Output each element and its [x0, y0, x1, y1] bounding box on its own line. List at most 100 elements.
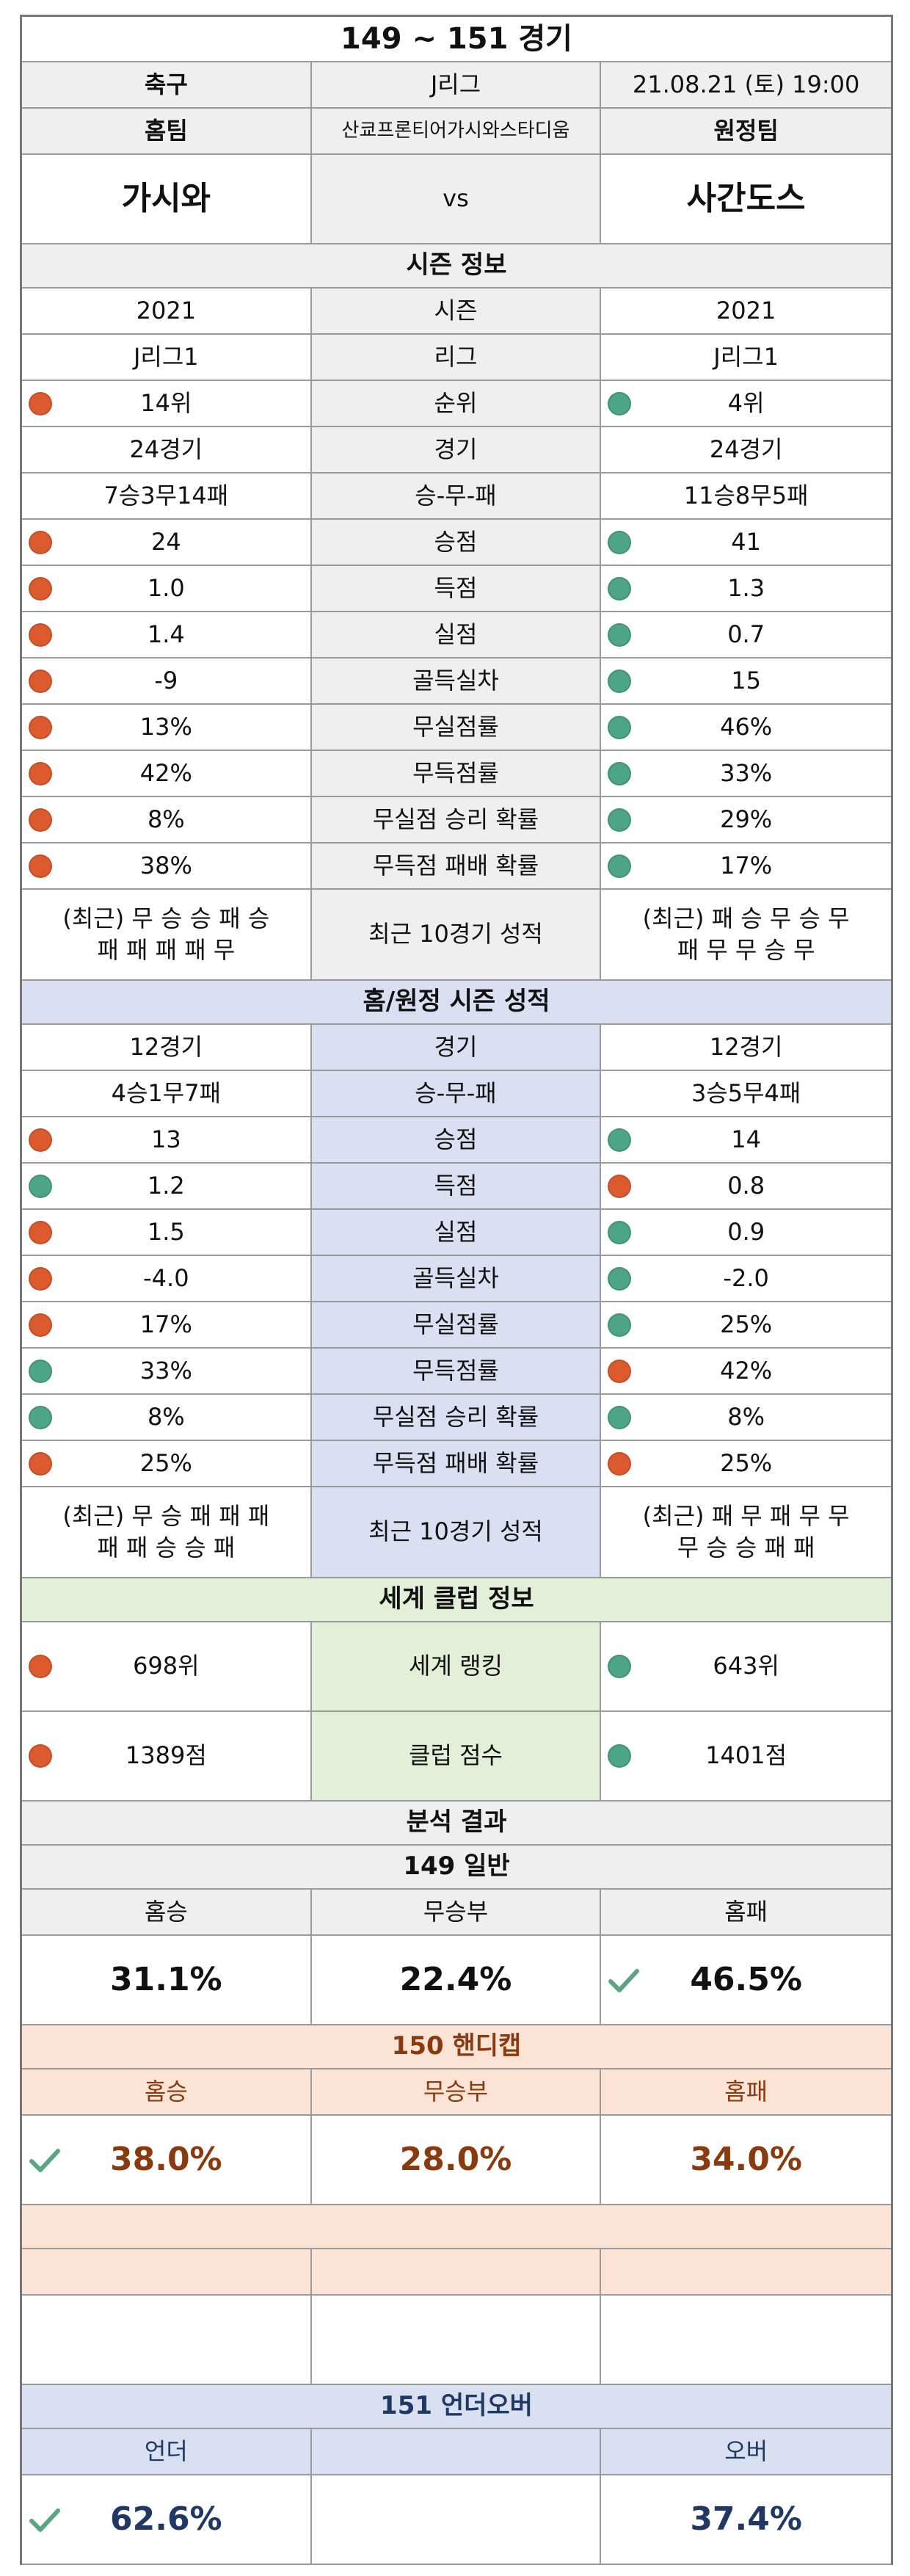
stat-label: 골득실차 [311, 1256, 602, 1301]
away-stat-value: 33% [601, 751, 891, 796]
green-status-dot-icon [608, 623, 632, 647]
stat-label: 승점 [311, 1117, 602, 1162]
red-status-dot-icon [608, 1451, 632, 1476]
home-stat-value: J리그1 [22, 335, 312, 380]
green-status-dot-icon [608, 1655, 632, 1678]
world-header-row: 세계 클럽 정보 [22, 1578, 891, 1622]
outcome-label: 무승부 [312, 2069, 602, 2114]
home-stat-value: 1.2 [22, 1164, 312, 1208]
handicap-label-row: 홈승 무승부 홈패 [22, 2069, 891, 2116]
home-stat-value: 13% [22, 705, 312, 750]
stat-row: 13 승점 14 [22, 1117, 891, 1164]
recent-form-label: 최근 10경기 성적 [311, 1487, 602, 1577]
green-status-dot-icon [608, 1266, 632, 1291]
home-stat-value: -4.0 [22, 1256, 312, 1301]
checkmark-icon [608, 1969, 640, 1992]
green-status-dot-icon [608, 854, 632, 878]
outcome-probability [312, 2475, 602, 2564]
stat-row: 1.5 실점 0.9 [22, 1210, 891, 1256]
season-header: 시즌 정보 [406, 250, 507, 280]
stat-row: 698위 세계 랭킹 643위 [22, 1622, 891, 1712]
general-value-row: 31.1% 22.4% 46.5% [22, 1936, 891, 2025]
home-stat-value: 8% [22, 1395, 312, 1440]
red-status-dot-icon [29, 1220, 52, 1244]
stat-row: 7승3무14패 승-무-패 11승8무5패 [22, 474, 891, 520]
red-status-dot-icon [29, 854, 52, 878]
away-stat-value: 0.8 [601, 1164, 891, 1208]
stat-label: 무실점률 [311, 1302, 602, 1347]
outcome-label: 무승부 [312, 1890, 602, 1934]
away-stat-value: 41 [601, 520, 891, 565]
stat-label: 실점 [311, 1210, 602, 1255]
green-status-dot-icon [608, 669, 632, 693]
stat-row: 38% 무득점 패배 확률 17% [22, 843, 891, 890]
away-stat-value: 4위 [601, 381, 891, 426]
underover-label-row: 언더 오버 [22, 2429, 891, 2475]
match-info-row: 축구 J리그 21.08.21 (토) 19:00 [22, 62, 891, 109]
homeaway-header: 홈/원정 시즌 성적 [363, 987, 550, 1017]
away-stat-value: 17% [601, 843, 891, 888]
stat-row: 33% 무득점률 42% [22, 1349, 891, 1395]
home-stat-value: 2021 [22, 289, 312, 333]
general-header: 149 일반 [403, 1851, 510, 1882]
stat-row: 25% 무득점 패배 확률 25% [22, 1441, 891, 1487]
stat-row: 24경기 경기 24경기 [22, 427, 891, 474]
away-stat-value: 46% [601, 705, 891, 750]
stat-label: 실점 [311, 612, 602, 657]
red-status-dot-icon [29, 1655, 52, 1678]
green-status-dot-icon [608, 808, 632, 832]
stat-row: 42% 무득점률 33% [22, 751, 891, 797]
away-stat-value: 11승8무5패 [683, 481, 809, 509]
home-stat-value: 42% [22, 751, 312, 796]
outcome-probability: 34.0% [690, 2141, 802, 2179]
checkmark-icon [29, 2508, 60, 2532]
stat-row: 8% 무실점 승리 확률 8% [22, 1395, 891, 1441]
stat-label: 클럽 점수 [311, 1712, 602, 1800]
empty-cell [312, 2296, 602, 2384]
world-header: 세계 클럽 정보 [379, 1584, 534, 1614]
home-stat-value: 12경기 [22, 1025, 312, 1070]
home-stat-value: 698위 [22, 1622, 312, 1710]
world-stats: 698위 세계 랭킹 643위 1389점 클럽 점수 1401점 [22, 1622, 891, 1802]
handicap-header-row: 150 핸디캡 [22, 2025, 891, 2069]
away-stat-value: 0.7 [601, 612, 891, 657]
home-team-name: 가시와 [22, 155, 312, 243]
away-stat-value: 2021 [716, 296, 776, 324]
away-stat-value: 643위 [601, 1622, 891, 1710]
home-stat-value: 24 [22, 520, 312, 565]
season-header-row: 시즌 정보 [22, 244, 891, 289]
home-stat-value: -9 [22, 658, 312, 703]
vs-label: vs [311, 155, 602, 243]
stat-row: 4승1무7패 승-무-패 3승5무4패 [22, 1071, 891, 1117]
stat-row: 1389점 클럽 점수 1401점 [22, 1712, 891, 1802]
stat-label: 리그 [311, 335, 602, 380]
stat-label: 무실점 승리 확률 [311, 797, 602, 842]
away-stat-value: 8% [601, 1395, 891, 1440]
away-stat-value: 42% [601, 1349, 891, 1393]
stat-label: 경기 [311, 427, 602, 472]
home-stat-value: 1.0 [22, 566, 312, 611]
empty-cell [22, 2249, 312, 2294]
analysis-sheet: 149 ~ 151 경기 축구 J리그 21.08.21 (토) 19:00 홈… [20, 15, 893, 2565]
green-status-dot-icon [608, 1128, 632, 1152]
home-stat-value: 24경기 [22, 427, 312, 472]
red-status-dot-icon [29, 669, 52, 693]
red-status-dot-icon [29, 1128, 52, 1152]
outcome-probability: 46.5% [601, 1936, 891, 2024]
green-status-dot-icon [608, 1744, 632, 1768]
red-status-dot-icon [29, 808, 52, 832]
away-stat-value: 25% [601, 1441, 891, 1486]
season-stats: 2021 시즌 2021 J리그1 리그 J리그1 14위 순위 4위 24경기 경기 24경기 7승3… [22, 289, 891, 890]
stat-row: 1.4 실점 0.7 [22, 612, 891, 658]
title-row: 149 ~ 151 경기 [22, 17, 891, 62]
recent-form-label: 최근 10경기 성적 [311, 890, 602, 979]
homeaway-header-row: 홈/원정 시즌 성적 [22, 981, 891, 1025]
stat-label: 무득점률 [311, 751, 602, 796]
green-status-dot-icon [608, 1405, 632, 1429]
stat-label: 무득점 패배 확률 [311, 1441, 602, 1486]
red-status-dot-icon [29, 715, 52, 739]
checkmark-icon [29, 2149, 60, 2172]
sport-cell: 축구 [22, 62, 312, 107]
